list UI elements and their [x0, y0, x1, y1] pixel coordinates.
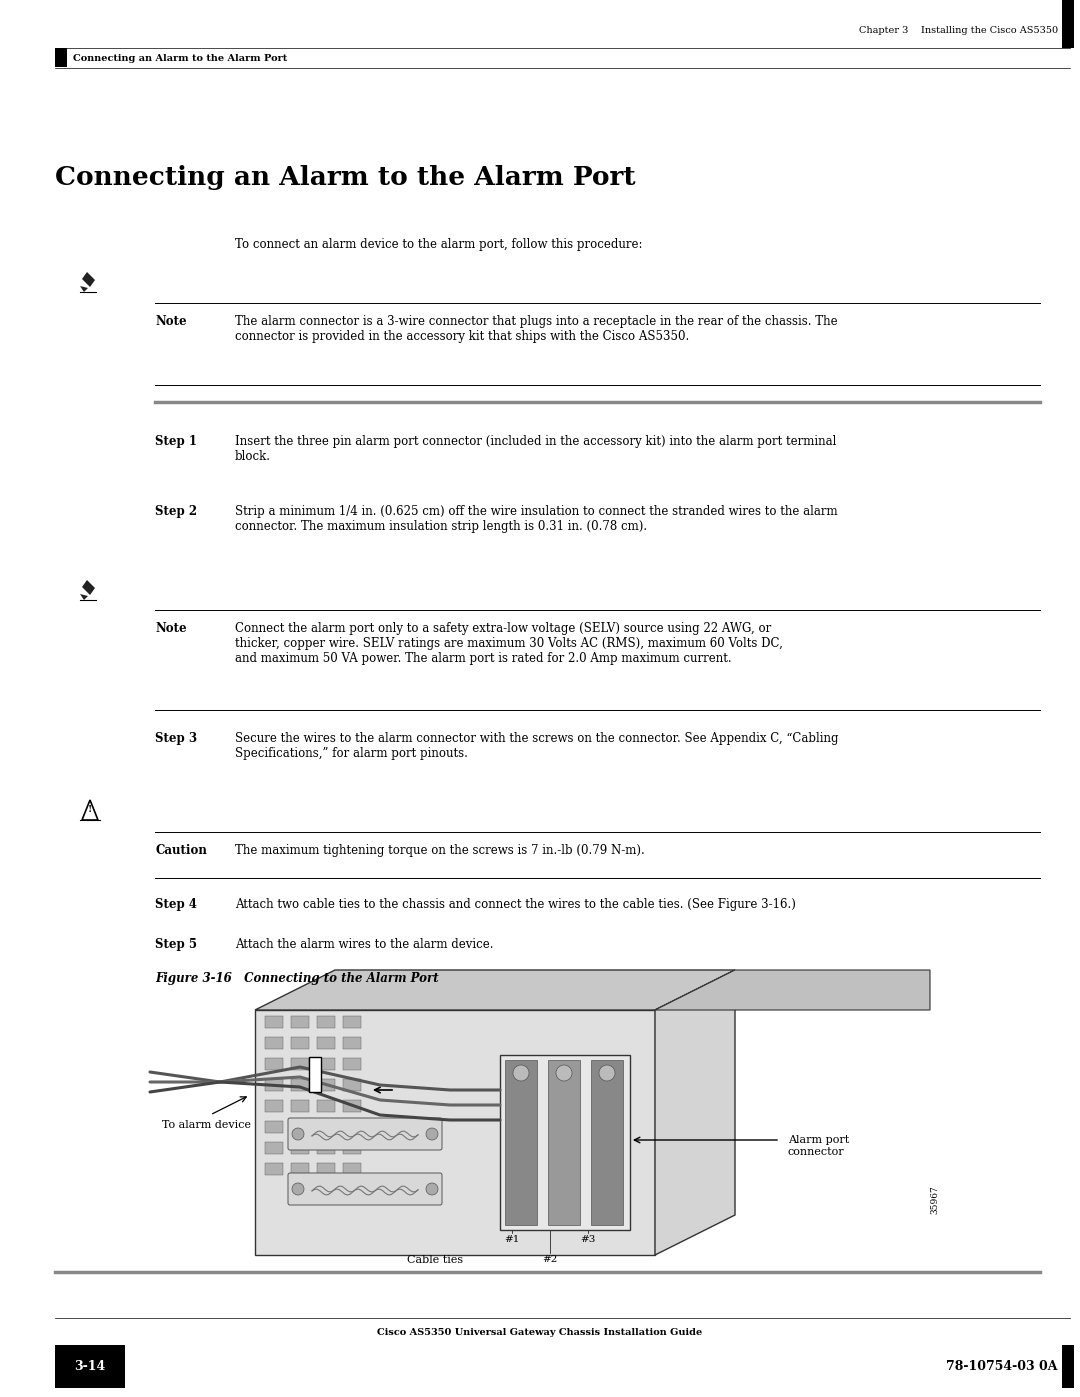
Bar: [343, 1058, 361, 1070]
Circle shape: [292, 1127, 303, 1140]
Bar: [291, 1162, 309, 1175]
Polygon shape: [255, 970, 735, 1010]
Bar: [291, 1099, 309, 1112]
Polygon shape: [82, 580, 95, 595]
Bar: [265, 1058, 283, 1070]
Bar: [291, 1058, 309, 1070]
Text: Step 2: Step 2: [156, 504, 198, 518]
Text: Cisco AS5350 Universal Gateway Chassis Installation Guide: Cisco AS5350 Universal Gateway Chassis I…: [377, 1329, 703, 1337]
Bar: [265, 1162, 283, 1175]
Bar: [318, 1141, 335, 1154]
FancyBboxPatch shape: [288, 1173, 442, 1206]
Text: Step 3: Step 3: [156, 732, 198, 745]
Bar: [318, 1058, 335, 1070]
Text: To connect an alarm device to the alarm port, follow this procedure:: To connect an alarm device to the alarm …: [235, 237, 643, 251]
Bar: [265, 1141, 283, 1154]
Text: Attach two cable ties to the chassis and connect the wires to the cable ties. (S: Attach two cable ties to the chassis and…: [235, 898, 796, 911]
Text: Cable ties: Cable ties: [407, 1255, 463, 1266]
Text: Step 1: Step 1: [156, 434, 197, 448]
Bar: [265, 1037, 283, 1049]
Bar: [500, 1055, 630, 1229]
Circle shape: [426, 1127, 438, 1140]
Text: #3: #3: [580, 1235, 596, 1243]
Text: Figure 3-16   Connecting to the Alarm Port: Figure 3-16 Connecting to the Alarm Port: [156, 972, 438, 985]
Bar: [318, 1037, 335, 1049]
Bar: [291, 1120, 309, 1133]
Text: Connect the alarm port only to a safety extra-low voltage (SELV) source using 22: Connect the alarm port only to a safety …: [235, 622, 783, 665]
Bar: [291, 1078, 309, 1091]
Circle shape: [292, 1183, 303, 1194]
Text: Insert the three pin alarm port connector (included in the accessory kit) into t: Insert the three pin alarm port connecto…: [235, 434, 836, 462]
Bar: [591, 1060, 623, 1225]
Polygon shape: [654, 970, 930, 1010]
Bar: [265, 1016, 283, 1028]
Bar: [318, 1099, 335, 1112]
Bar: [318, 1120, 335, 1133]
Bar: [55, 1345, 125, 1389]
Text: Secure the wires to the alarm connector with the screws on the connector. See Ap: Secure the wires to the alarm connector …: [235, 732, 838, 760]
Bar: [291, 1016, 309, 1028]
Bar: [343, 1141, 361, 1154]
Bar: [265, 1099, 283, 1112]
Circle shape: [426, 1183, 438, 1194]
Text: Step 4: Step 4: [156, 898, 197, 911]
Circle shape: [556, 1065, 572, 1081]
Text: Strip a minimum 1/4 in. (0.625 cm) off the wire insulation to connect the strand: Strip a minimum 1/4 in. (0.625 cm) off t…: [235, 504, 838, 534]
Polygon shape: [82, 272, 95, 286]
Text: The alarm connector is a 3-wire connector that plugs into a receptacle in the re: The alarm connector is a 3-wire connecto…: [235, 314, 838, 344]
Bar: [265, 1120, 283, 1133]
Text: Attach the alarm wires to the alarm device.: Attach the alarm wires to the alarm devi…: [235, 937, 494, 951]
Text: Step 5: Step 5: [156, 937, 197, 951]
Bar: [291, 1037, 309, 1049]
Text: #1: #1: [504, 1235, 519, 1243]
Bar: [1062, 0, 1074, 47]
Circle shape: [513, 1065, 529, 1081]
Text: Connecting an Alarm to the Alarm Port: Connecting an Alarm to the Alarm Port: [55, 165, 636, 190]
Bar: [343, 1016, 361, 1028]
Bar: [255, 1010, 654, 1255]
Bar: [505, 1060, 537, 1225]
Text: #2: #2: [542, 1255, 557, 1264]
Polygon shape: [80, 286, 87, 292]
Polygon shape: [654, 970, 735, 1255]
FancyBboxPatch shape: [288, 1118, 442, 1150]
Text: The maximum tightening torque on the screws is 7 in.-lb (0.79 N-m).: The maximum tightening torque on the scr…: [235, 844, 645, 856]
Bar: [343, 1162, 361, 1175]
Text: Chapter 3    Installing the Cisco AS5350: Chapter 3 Installing the Cisco AS5350: [859, 27, 1058, 35]
Polygon shape: [80, 594, 87, 599]
Text: Note: Note: [156, 622, 187, 636]
Text: Caution: Caution: [156, 844, 207, 856]
Bar: [343, 1078, 361, 1091]
Text: 35967: 35967: [931, 1186, 940, 1214]
Bar: [265, 1078, 283, 1091]
Bar: [1062, 1345, 1074, 1389]
Text: 3-14: 3-14: [75, 1361, 106, 1373]
Bar: [318, 1162, 335, 1175]
Bar: [291, 1141, 309, 1154]
Bar: [343, 1120, 361, 1133]
Text: 78-10754-03 0A: 78-10754-03 0A: [946, 1361, 1058, 1373]
Text: To alarm device: To alarm device: [162, 1120, 251, 1130]
Bar: [318, 1016, 335, 1028]
Bar: [309, 1058, 321, 1092]
Text: Connecting an Alarm to the Alarm Port: Connecting an Alarm to the Alarm Port: [73, 53, 287, 63]
Text: Alarm port
connector: Alarm port connector: [788, 1134, 849, 1157]
Bar: [55, 47, 67, 67]
Circle shape: [599, 1065, 615, 1081]
Bar: [343, 1037, 361, 1049]
Bar: [318, 1078, 335, 1091]
Bar: [548, 1060, 580, 1225]
Text: !: !: [87, 805, 92, 814]
Bar: [343, 1099, 361, 1112]
Text: Note: Note: [156, 314, 187, 328]
